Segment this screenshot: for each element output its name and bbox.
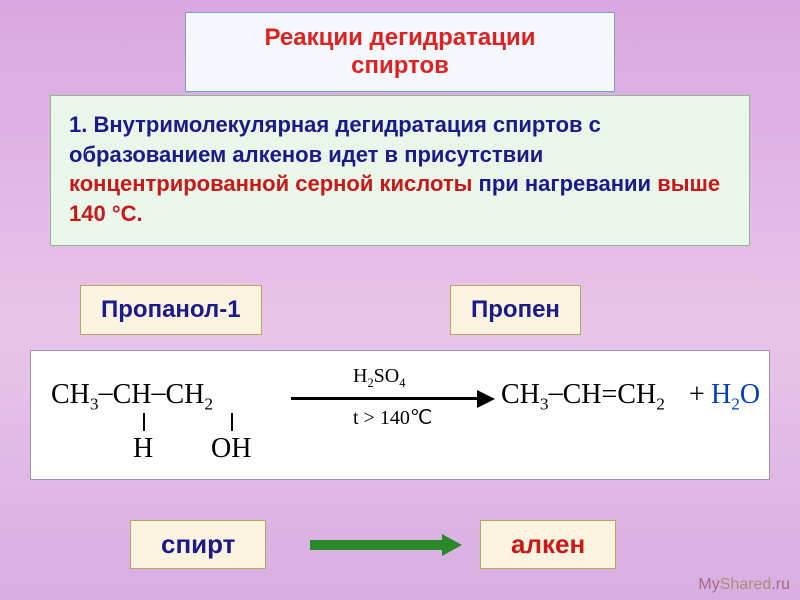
bottom-label-alken: алкен bbox=[480, 520, 616, 569]
title-line2: спиртов bbox=[351, 52, 449, 80]
reaction-arrow: H2SO4 t > 140℃ bbox=[291, 361, 491, 431]
wm-ru: .ru bbox=[771, 576, 790, 593]
r-sub3: 3 bbox=[90, 395, 99, 414]
r-dash1: – bbox=[99, 377, 113, 409]
p-dash: – bbox=[549, 377, 563, 409]
reaction-box: CH3–CH–CH2 H OH H2SO4 t > 140℃ CH3–CH=CH… bbox=[30, 350, 770, 480]
r-dash2: – bbox=[152, 377, 166, 409]
arrow-head-icon bbox=[477, 390, 495, 408]
label-propanol: Пропанол-1 bbox=[80, 285, 262, 335]
at-h: H bbox=[353, 365, 367, 387]
title-box: Реакции дегидратации спиртов bbox=[185, 12, 615, 92]
r-ch: CH bbox=[113, 379, 152, 410]
p-sub3: 3 bbox=[540, 395, 549, 414]
bond-vertical-1 bbox=[143, 413, 145, 431]
bond-vertical-2 bbox=[231, 413, 233, 431]
reactant-formula: CH3–CH–CH2 bbox=[51, 379, 213, 415]
water-formula: H2O bbox=[711, 379, 760, 415]
wm-shared: Shared bbox=[720, 576, 772, 593]
description-box: 1. Внутримолекулярная дегидратация спирт… bbox=[50, 95, 750, 246]
p-ch: CH=CH bbox=[563, 379, 657, 410]
transformation-arrow bbox=[310, 540, 460, 550]
p-ch3: CH bbox=[501, 379, 540, 410]
trans-arrow-body bbox=[310, 540, 445, 550]
desc-seg3: при нагревании bbox=[472, 171, 657, 196]
r-ch3: CH bbox=[51, 379, 90, 410]
p-sub2: 2 bbox=[656, 395, 665, 414]
reactant-oh-group: OH bbox=[211, 433, 251, 465]
wm-my: My bbox=[698, 576, 719, 593]
product-formula: CH3–CH=CH2 bbox=[501, 379, 665, 415]
bottom-label-spirt: спирт bbox=[130, 520, 266, 569]
arrow-line bbox=[291, 397, 481, 400]
reactant-h-atom: H bbox=[133, 433, 153, 465]
trans-arrow-head-icon bbox=[442, 534, 462, 556]
title-line1: Реакции дегидратации bbox=[265, 24, 536, 52]
label-propene: Пропен bbox=[450, 285, 581, 335]
r-ch2: CH bbox=[166, 379, 205, 410]
r-sub2: 2 bbox=[204, 395, 213, 414]
w-o: O bbox=[740, 379, 760, 410]
desc-seg1: 1. Внутримолекулярная дегидратация спирт… bbox=[69, 112, 601, 167]
at-4: 4 bbox=[399, 376, 405, 390]
desc-seg2: концентрированной серной кислоты bbox=[69, 171, 472, 196]
arrow-condition-top: H2SO4 bbox=[353, 365, 405, 391]
plus-sign: + bbox=[689, 379, 705, 411]
at-so: SO bbox=[374, 365, 400, 387]
watermark: MyShared.ru bbox=[698, 576, 790, 594]
w-h: H bbox=[711, 379, 731, 410]
w-2: 2 bbox=[731, 395, 740, 414]
arrow-condition-bottom: t > 140℃ bbox=[353, 405, 432, 430]
